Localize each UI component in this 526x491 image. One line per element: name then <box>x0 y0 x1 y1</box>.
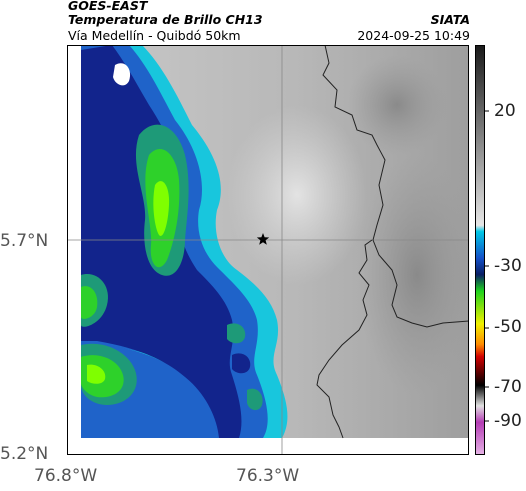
product-title: Temperatura de Brillo CH13 <box>68 12 263 27</box>
cloud-lime-core <box>87 181 170 384</box>
organization-label: SIATA <box>430 12 470 27</box>
timestamp-label: 2024-09-25 10:49 <box>357 28 470 43</box>
gridlines <box>67 45 469 455</box>
satellite-map <box>67 45 469 455</box>
latitude-tick-label: 5.7°N <box>0 231 49 251</box>
colorbar-ticks <box>485 110 489 422</box>
latitude-tick-label: 5.2°N <box>0 444 49 464</box>
map-frame <box>67 45 469 455</box>
longitude-tick-label: 76.3°W <box>236 466 300 486</box>
warm-area <box>227 105 367 285</box>
department-border <box>316 45 469 439</box>
cool-area <box>357 155 469 395</box>
colorbar-tick-label: -50 <box>494 317 522 337</box>
longitude-tick-label: 76.8°W <box>34 466 98 486</box>
colorbar-frame <box>475 45 485 455</box>
colorbar-tick-label: -30 <box>494 256 522 276</box>
colorbar-tick-label: 20 <box>494 101 516 121</box>
region-label: Vía Medellín - Quibdó 50km <box>68 28 241 43</box>
star-icon <box>256 233 270 245</box>
colorbar-tick-label: -90 <box>494 411 522 431</box>
map-bottom-gap <box>81 438 469 455</box>
cool-area <box>347 55 447 155</box>
colorbar <box>475 45 489 455</box>
cloud-small-cells <box>113 63 263 411</box>
colorbar-tick-label: -70 <box>494 377 522 397</box>
colorbar-ramp <box>475 45 485 455</box>
satellite-name: GOES-EAST <box>68 0 148 13</box>
